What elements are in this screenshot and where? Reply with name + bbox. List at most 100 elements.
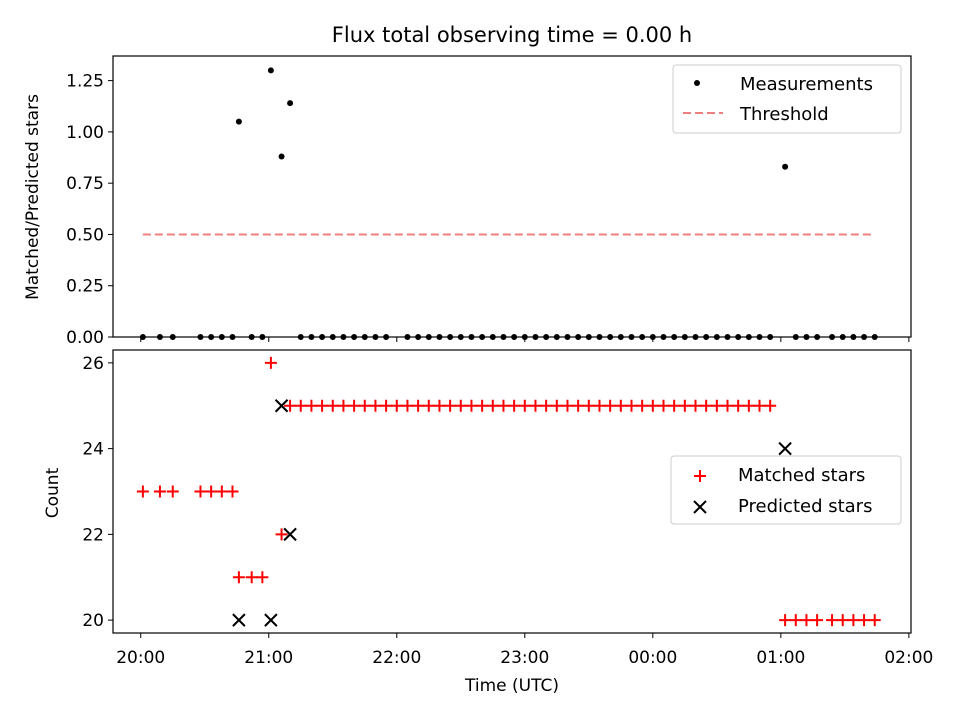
matched-star-point-49 <box>678 399 691 412</box>
matched-star-point-15 <box>316 399 329 412</box>
legend-matched-label: Matched stars <box>738 465 865 486</box>
x-tick-label-2: 22:00 <box>372 648 421 668</box>
matched-star-point-62 <box>826 614 839 627</box>
x-tick-label-3: 23:00 <box>500 648 549 668</box>
matched-star-point-60 <box>800 614 813 627</box>
top-axes: 0.00 0.25 0.50 0.75 1.00 1.25 <box>66 55 912 348</box>
matched-star-point-1 <box>153 485 166 498</box>
matched-star-point-27 <box>444 399 457 412</box>
matched-star-point-61 <box>811 614 824 627</box>
matched-star-point-10 <box>264 356 277 369</box>
matched-star-point-41 <box>593 399 606 412</box>
matched-star-point-20 <box>369 399 382 412</box>
bottom-panel: 20 22 24 26 20:00 21:00 22:00 23:00 00:00 01:00 02… <box>43 349 933 696</box>
bottom-plot-marks <box>136 356 881 627</box>
matched-star-point-52 <box>710 399 723 412</box>
y-tick-label-0: 20 <box>82 611 104 631</box>
matched-star-point-56 <box>753 399 766 412</box>
legend-measurements-label: Measurements <box>740 74 873 95</box>
matched-star-point-17 <box>337 399 350 412</box>
matched-star-point-45 <box>636 399 649 412</box>
matched-star-point-13 <box>294 399 307 412</box>
matched-star-point-37 <box>550 399 563 412</box>
matched-star-point-44 <box>625 399 638 412</box>
matched-star-point-39 <box>572 399 585 412</box>
matched-star-point-38 <box>561 399 574 412</box>
matched-star-point-22 <box>390 399 403 412</box>
axes-frame <box>112 349 912 634</box>
axes-frame <box>112 55 912 338</box>
matched-star-point-53 <box>721 399 734 412</box>
bottom-legend: Matched stars Predicted stars <box>670 455 902 525</box>
matched-star-point-54 <box>732 399 745 412</box>
matched-star-point-64 <box>847 614 860 627</box>
matched-star-point-34 <box>518 399 531 412</box>
matched-star-point-47 <box>657 399 670 412</box>
matched-star-point-63 <box>836 614 849 627</box>
matched-star-point-24 <box>412 399 425 412</box>
y-tick-label-1: 22 <box>82 525 104 545</box>
y-tick-label-3: 26 <box>82 354 104 374</box>
top-y-axis-label: Matched/Predicted stars <box>23 94 43 300</box>
predicted-star-point-1 <box>264 613 278 627</box>
matched-star-point-18 <box>348 399 361 412</box>
top-legend-box <box>672 64 902 134</box>
matched-star-point-12 <box>284 399 297 412</box>
matched-star-point-5 <box>215 485 228 498</box>
x-tick-label-5: 01:00 <box>756 648 805 668</box>
matched-star-point-40 <box>582 399 595 412</box>
x-axis-label: Time (UTC) <box>464 676 559 696</box>
legend-matched-marker <box>694 470 706 482</box>
matched-star-point-58 <box>779 614 792 627</box>
legend-predicted-marker <box>693 500 707 514</box>
matched-star-point-3 <box>194 485 207 498</box>
y-tick-label-3: 0.75 <box>66 174 104 194</box>
x-tick-label-6: 02:00 <box>884 648 933 668</box>
measurement-point-10 <box>267 67 274 74</box>
matched-star-point-14 <box>305 399 318 412</box>
matched-star-point-23 <box>401 399 414 412</box>
x-tick-label-4: 00:00 <box>628 648 677 668</box>
x-tick-label-0: 20:00 <box>116 648 165 668</box>
predicted-star-point-0 <box>232 613 246 627</box>
matched-star-point-21 <box>380 399 393 412</box>
y-tick-label-2: 24 <box>82 440 104 460</box>
predicted-star-point-4 <box>778 441 792 456</box>
chart-title: Flux total observing time = 0.00 h <box>332 23 692 47</box>
measurement-point-12 <box>287 100 294 107</box>
matched-star-point-32 <box>497 399 510 412</box>
y-tick-label-0: 0.00 <box>66 328 104 348</box>
matched-star-point-8 <box>245 571 258 584</box>
matched-star-point-33 <box>508 399 521 412</box>
matched-star-point-26 <box>433 399 446 412</box>
matched-star-point-11 <box>275 528 288 541</box>
predicted-star-point-2 <box>274 399 289 413</box>
matched-star-point-35 <box>529 399 542 412</box>
matched-star-point-25 <box>422 399 435 412</box>
matched-star-point-19 <box>358 399 371 412</box>
measurement-point-7 <box>235 118 242 125</box>
matched-star-point-16 <box>326 399 339 412</box>
matched-star-point-50 <box>689 399 702 412</box>
matched-star-point-43 <box>614 399 627 412</box>
matched-star-point-30 <box>476 399 489 412</box>
matched-star-point-48 <box>668 399 681 412</box>
matched-star-point-51 <box>700 399 713 412</box>
matched-star-point-6 <box>226 485 239 498</box>
matched-star-point-9 <box>256 571 269 584</box>
legend-measurements-marker <box>694 80 700 86</box>
top-legend: Measurements Threshold <box>672 64 902 134</box>
matched-star-point-46 <box>646 399 659 412</box>
matched-star-point-7 <box>232 571 245 584</box>
matched-star-point-2 <box>166 485 179 498</box>
x-tick-label-1: 21:00 <box>244 648 293 668</box>
matched-star-point-0 <box>136 485 149 498</box>
top-panel: Flux total observing time = 0.00 h 0.00 0… <box>23 23 912 348</box>
matched-star-point-42 <box>604 399 617 412</box>
matched-star-point-28 <box>454 399 467 412</box>
y-tick-label-5: 1.25 <box>66 72 104 92</box>
y-tick-label-2: 0.50 <box>66 225 104 245</box>
legend-threshold-label: Threshold <box>739 104 829 125</box>
matched-star-point-65 <box>858 614 871 627</box>
